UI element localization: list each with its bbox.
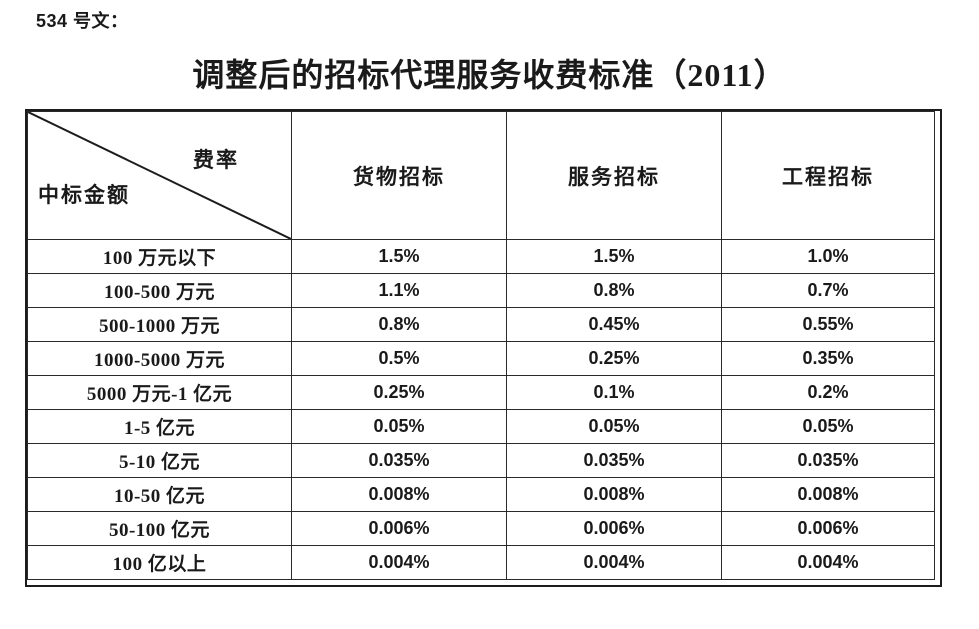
row-label-cell: 500-1000 万元 [27, 307, 292, 342]
column-header-goods: 货物招标 [291, 111, 507, 240]
column-header-engineering: 工程招标 [721, 111, 935, 240]
rate-cell: 0.006% [506, 511, 722, 546]
rate-cell: 0.8% [506, 273, 722, 308]
rate-cell: 0.1% [506, 375, 722, 410]
table-row: 1-5 亿元 0.05% 0.05% 0.05% [27, 409, 935, 444]
rate-cell: 0.25% [506, 341, 722, 376]
rate-cell: 0.008% [291, 477, 507, 512]
rate-cell: 0.035% [291, 443, 507, 478]
rate-cell: 1.5% [291, 239, 507, 274]
table-row: 50-100 亿元 0.006% 0.006% 0.006% [27, 511, 935, 546]
table-row: 1000-5000 万元 0.5% 0.25% 0.35% [27, 341, 935, 376]
rate-cell: 0.05% [506, 409, 722, 444]
row-label-cell: 1000-5000 万元 [27, 341, 292, 376]
table-row: 100 亿以上 0.004% 0.004% 0.004% [27, 545, 935, 580]
fee-table-frame: 费率 中标金额 货物招标 服务招标 工程招标 100 万元以下 1.5% 1.5… [25, 109, 942, 587]
row-label-cell: 100 亿以上 [27, 545, 292, 580]
row-label-cell: 100 万元以下 [27, 239, 292, 274]
rate-cell: 0.05% [721, 409, 935, 444]
row-label-cell: 5000 万元-1 亿元 [27, 375, 292, 410]
rate-cell: 0.035% [721, 443, 935, 478]
row-label-cell: 50-100 亿元 [27, 511, 292, 546]
header-row: 费率 中标金额 货物招标 服务招标 工程招标 [27, 111, 935, 240]
rate-cell: 1.5% [506, 239, 722, 274]
corner-label-fee-rate: 费率 [193, 148, 239, 172]
corner-label-bid-amount: 中标金额 [38, 183, 130, 207]
rate-cell: 0.2% [721, 375, 935, 410]
table-row: 100 万元以下 1.5% 1.5% 1.0% [27, 239, 935, 274]
rate-cell: 0.035% [506, 443, 722, 478]
row-label-cell: 1-5 亿元 [27, 409, 292, 444]
rate-cell: 1.1% [291, 273, 507, 308]
rate-cell: 0.8% [291, 307, 507, 342]
row-label-cell: 10-50 亿元 [27, 477, 292, 512]
diagonal-header-cell: 费率 中标金额 [27, 111, 292, 240]
rate-cell: 0.004% [721, 545, 935, 580]
diagonal-line [28, 112, 291, 239]
table-row: 5000 万元-1 亿元 0.25% 0.1% 0.2% [27, 375, 935, 410]
rate-cell: 0.004% [291, 545, 507, 580]
rate-cell: 0.55% [721, 307, 935, 342]
rate-cell: 0.35% [721, 341, 935, 376]
rate-cell: 0.004% [506, 545, 722, 580]
table-row: 500-1000 万元 0.8% 0.45% 0.55% [27, 307, 935, 342]
rate-cell: 0.45% [506, 307, 722, 342]
rate-cell: 0.5% [291, 341, 507, 376]
table-body: 100 万元以下 1.5% 1.5% 1.0% 100-500 万元 1.1% … [27, 239, 935, 580]
column-header-service: 服务招标 [506, 111, 722, 240]
rate-cell: 0.006% [721, 511, 935, 546]
rate-cell: 0.008% [506, 477, 722, 512]
doc-number-label: 534 号文： [36, 11, 129, 31]
fee-rate-table: 费率 中标金额 货物招标 服务招标 工程招标 100 万元以下 1.5% 1.5… [27, 111, 935, 580]
table-row: 5-10 亿元 0.035% 0.035% 0.035% [27, 443, 935, 478]
rate-cell: 1.0% [721, 239, 935, 274]
table-row: 100-500 万元 1.1% 0.8% 0.7% [27, 273, 935, 308]
rate-cell: 0.05% [291, 409, 507, 444]
row-label-cell: 100-500 万元 [27, 273, 292, 308]
rate-cell: 0.008% [721, 477, 935, 512]
rate-cell: 0.006% [291, 511, 507, 546]
page-title: 调整后的招标代理服务收费标准（2011） [192, 57, 787, 93]
table-header: 费率 中标金额 货物招标 服务招标 工程招标 [27, 111, 935, 240]
row-label-cell: 5-10 亿元 [27, 443, 292, 478]
rate-cell: 0.7% [721, 273, 935, 308]
rate-cell: 0.25% [291, 375, 507, 410]
table-row: 10-50 亿元 0.008% 0.008% 0.008% [27, 477, 935, 512]
